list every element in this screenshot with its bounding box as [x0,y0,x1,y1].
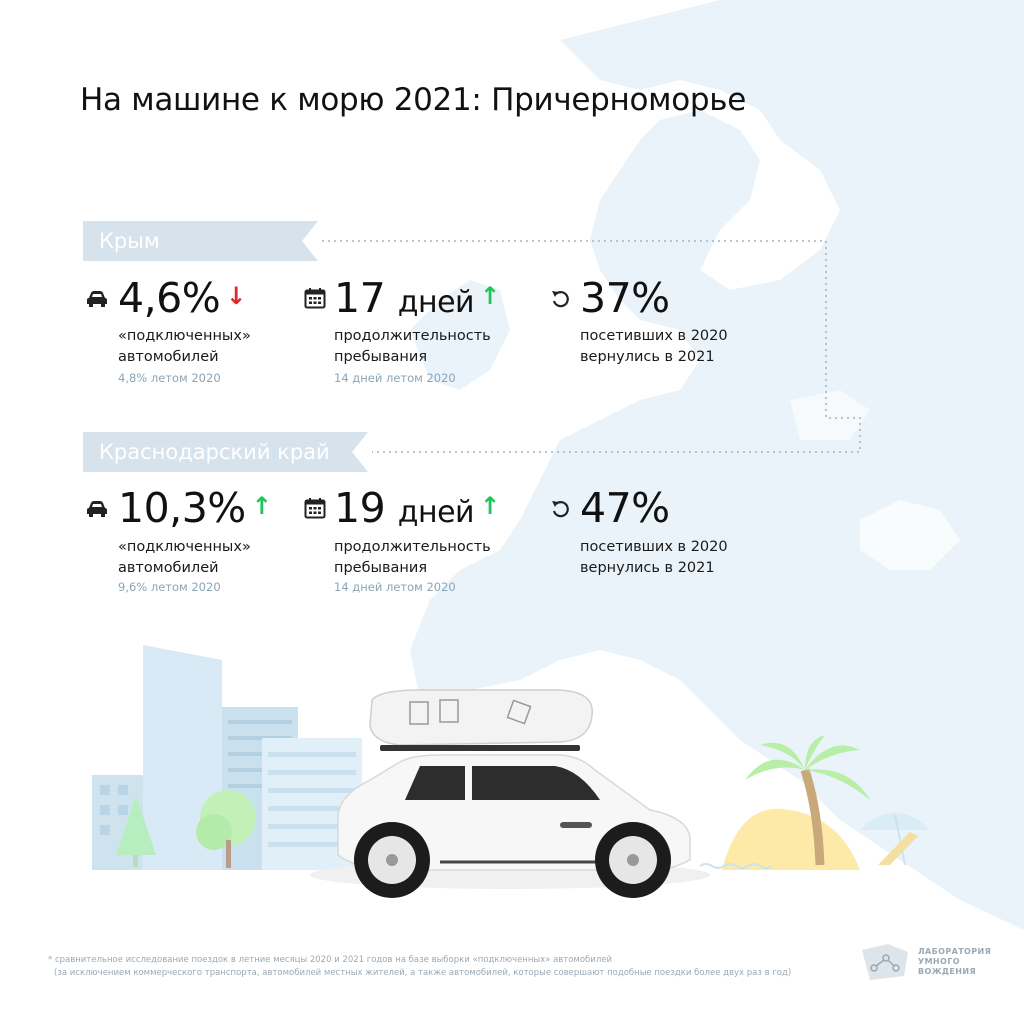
stat-stay-previous-crimea: 14 дней летом 2020 [334,371,456,385]
stat-cars-previous-crimea: 4,8% летом 2020 [118,371,221,385]
arrow-up-icon: ↑ [480,492,500,520]
stat-label-line: пребывания [334,560,428,576]
stat-stay-number: 17 [334,274,386,322]
stat-label-line: «подключенных» [118,328,251,344]
trees [116,790,256,868]
stat-label-line: пребывания [334,349,428,365]
logo-line: ЛАБОРАТОРИЯ [918,947,992,956]
arrow-down-icon: ↓ [226,282,246,310]
return-arrow-icon [552,291,569,308]
stat-label-line: автомобилей [118,560,219,576]
car-illustration [337,689,691,898]
stat-returned-value-krasnodar: 47% [580,484,670,532]
arrow-up-icon: ↑ [251,492,272,520]
logo-line: УМНОГО [918,957,960,966]
footnote-line: (за исключением коммерческого транспорта… [54,968,792,978]
lab-logo-text: ЛАБОРАТОРИЯ УМНОГО ВОЖДЕНИЯ [918,947,991,977]
stat-cars-label-crimea: «подключенных» автомобилей [118,326,251,368]
return-arrow-icon [552,501,569,518]
calendar-icon [304,498,326,519]
stat-label-line: вернулись в 2021 [580,560,715,576]
arrow-up-icon: ↑ [480,282,500,310]
page-title: На машине к морю 2021: Причерноморье [80,82,747,118]
stat-cars-number: 10,3% [118,484,246,532]
footnote: * сравнительное исследование поездок в л… [48,954,791,980]
car-icon [87,501,107,517]
stat-cars-value-krasnodar: 10,3% ↑ [118,484,272,532]
stat-cars-previous-krasnodar: 9,6% летом 2020 [118,580,221,594]
car-icon [87,291,107,307]
stat-stay-value-crimea: 17 дней ↑ [334,274,500,322]
travel-illustration [92,645,930,898]
stat-stay-unit: дней [397,495,475,530]
stat-stay-value-krasnodar: 19 дней ↑ [334,484,500,532]
stat-stay-unit: дней [397,285,475,320]
stat-cars-number: 4,6% [118,274,221,322]
stat-cars-value-crimea: 4,6% ↓ [118,274,246,322]
stat-stay-label-crimea: продолжительность пребывания [334,326,491,368]
stat-cars-label-krasnodar: «подключенных» автомобилей [118,537,251,579]
stat-stay-previous-krasnodar: 14 дней летом 2020 [334,580,456,594]
stat-label-line: автомобилей [118,349,219,365]
beach [699,735,930,870]
stat-returned-value-crimea: 37% [580,274,670,322]
stat-label-line: вернулись в 2021 [580,349,715,365]
stat-returned-label-crimea: посетивших в 2020 вернулись в 2021 [580,326,728,368]
footnote-line: * сравнительное исследование поездок в л… [48,955,613,965]
region-ribbon-crimea: Крым [83,221,318,261]
stat-label-line: посетивших в 2020 [580,539,728,555]
stat-stay-label-krasnodar: продолжительность пребывания [334,537,491,579]
stat-returned-label-krasnodar: посетивших в 2020 вернулись в 2021 [580,537,728,579]
stat-label-line: продолжительность [334,328,491,344]
region-ribbon-krasnodar: Краснодарский край [83,432,368,472]
stat-label-line: посетивших в 2020 [580,328,728,344]
lab-logo-icon [862,944,908,980]
stat-label-line: продолжительность [334,539,491,555]
stat-stay-number: 19 [334,484,386,532]
logo-line: ВОЖДЕНИЯ [918,967,977,976]
calendar-icon [304,288,326,309]
stat-label-line: «подключенных» [118,539,251,555]
